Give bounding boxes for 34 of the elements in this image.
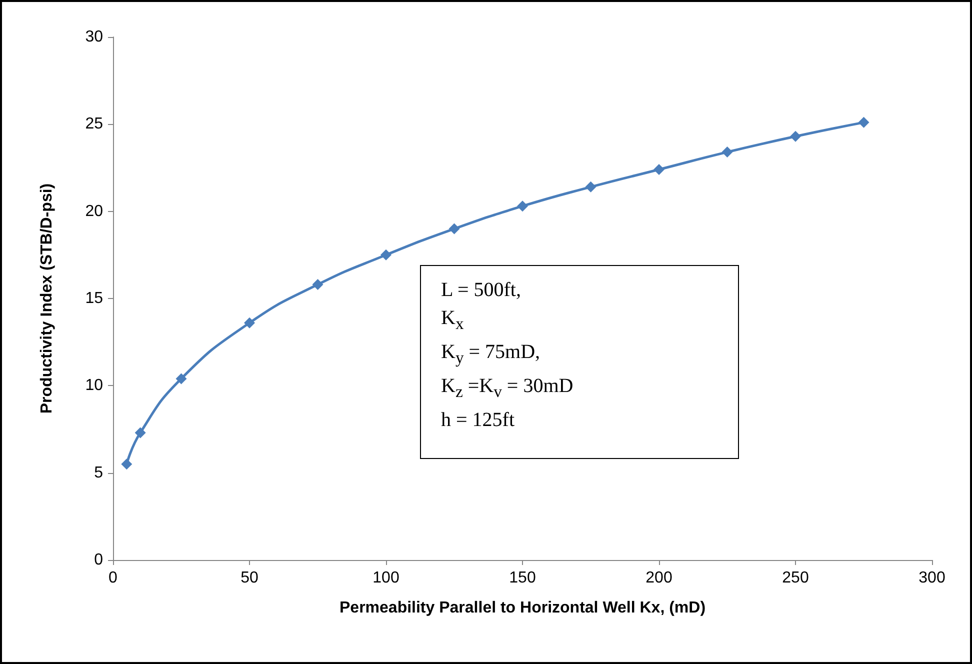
point [722,146,733,158]
point [134,427,146,438]
point [654,164,664,175]
y-tick-label: 10 [85,377,104,394]
x-axis-title: Permeability Parallel to Horizontal Well Kx, (mD) [339,600,706,616]
x-tick-label: 100 [372,570,400,586]
point [244,317,255,328]
x-tick-label: 300 [918,570,946,586]
x-tick-label: 50 [240,570,258,586]
annotation: K$_{y}$ = 75mD, [440,340,542,369]
x-tick-label: 0 [108,570,118,586]
point [790,130,801,142]
y-tick-label: 25 [85,116,104,133]
point [380,249,392,260]
annotation: h = 125ft [440,408,516,433]
annotation: K$_{z}$ =K$_{v}$ = 30mD [440,374,574,403]
y-tick-label: 30 [85,28,104,46]
annotation: K$_{x}$ [440,306,465,335]
point [176,373,187,384]
y-tick-label: 20 [85,202,104,220]
x-tick-label: 150 [509,570,536,586]
point [858,116,870,128]
point [121,458,132,470]
y-tick-label: 0 [94,552,104,568]
point [585,181,596,192]
point [312,279,324,290]
y-tick-label: 5 [94,464,104,482]
y-tick-label: 15 [85,290,104,307]
y-axis-title: Productivity Index (STB/D-psi) [38,183,56,414]
annotation: L = 500ft, [440,278,522,303]
x-tick-label: 200 [646,570,672,586]
x-tick-label: 250 [782,570,809,586]
point [517,200,528,212]
point [448,223,460,234]
